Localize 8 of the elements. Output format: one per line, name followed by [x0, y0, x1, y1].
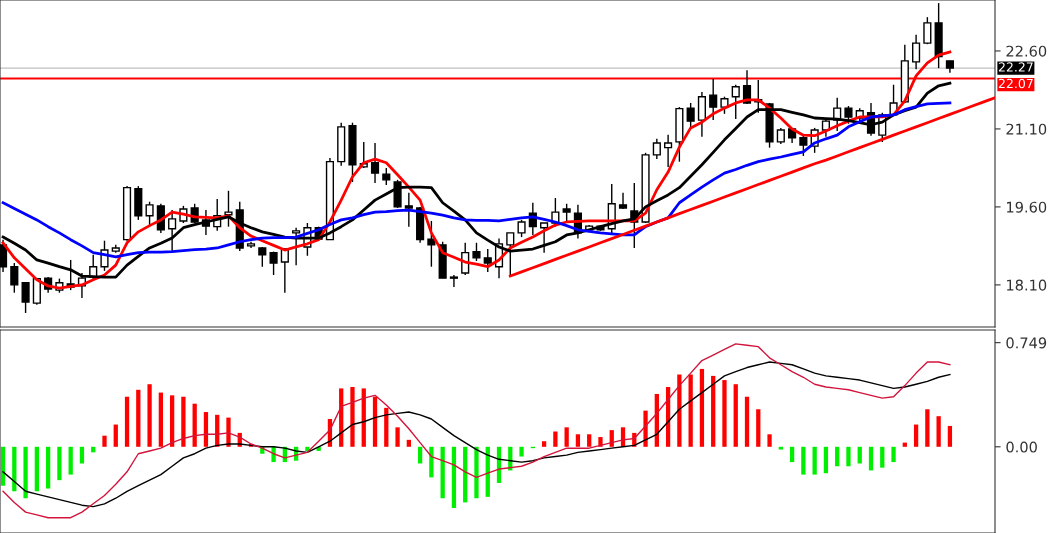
y-tick-label: 18.10: [1007, 279, 1047, 291]
ref-line-label: 22.07: [998, 78, 1033, 89]
y-tick-label: 21.10: [1006, 123, 1047, 135]
y-tick-label: 0.00: [1006, 441, 1037, 453]
ref-line-label: 22.27: [998, 62, 1033, 72]
y-tick-label: 0.749: [1006, 337, 1047, 349]
y-tick-label: 22.60: [1006, 45, 1047, 57]
y-tick-label: 19.60: [1007, 201, 1047, 213]
